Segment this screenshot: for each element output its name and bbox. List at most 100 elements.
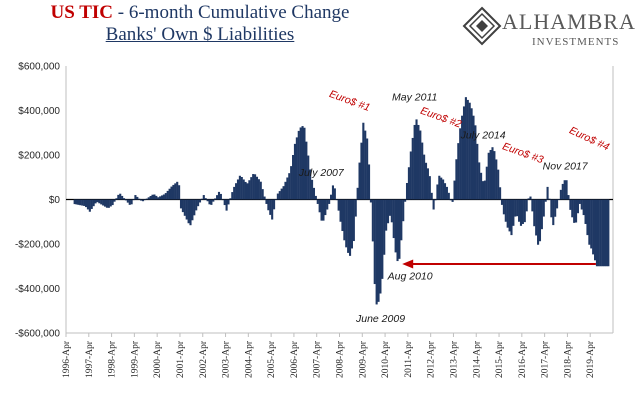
bar <box>103 199 107 207</box>
bar <box>273 199 276 210</box>
bar <box>421 142 424 200</box>
bar <box>187 199 190 224</box>
bar <box>546 186 549 200</box>
bar <box>350 199 353 249</box>
bar <box>189 199 192 226</box>
bar <box>227 199 230 205</box>
bar <box>216 195 219 200</box>
bar <box>343 199 346 241</box>
y-tick-label: -$200,000 <box>15 240 60 251</box>
x-tick-label: 2014-Apr <box>472 340 482 378</box>
logo-sub: INVESTMENTS <box>532 36 620 48</box>
x-tick-label: 1999-Apr <box>130 340 140 378</box>
bar <box>364 130 367 200</box>
x-tick-label: 2003-Apr <box>222 340 232 378</box>
bar <box>320 199 323 221</box>
bar <box>109 199 112 207</box>
bar <box>193 199 196 216</box>
bar <box>571 199 574 218</box>
bar <box>238 175 241 200</box>
bar <box>603 199 606 267</box>
bar <box>311 179 314 200</box>
y-tick-label: $200,000 <box>18 151 60 162</box>
bar <box>102 199 105 206</box>
x-tick-label: 2009-Apr <box>358 340 368 378</box>
bar <box>373 199 376 285</box>
bar <box>191 199 194 221</box>
bar <box>580 199 583 210</box>
bar <box>447 192 450 200</box>
bar <box>569 199 572 210</box>
bar <box>293 143 297 200</box>
bar <box>461 115 464 200</box>
bar <box>312 187 316 200</box>
bar <box>443 183 447 200</box>
bar <box>339 199 342 222</box>
bar <box>415 119 418 200</box>
y-tick-label: $400,000 <box>18 106 60 117</box>
bar <box>244 181 247 200</box>
bar <box>480 172 483 200</box>
bar <box>257 179 260 200</box>
bar <box>124 199 127 201</box>
bar <box>221 199 224 201</box>
bar <box>90 199 93 209</box>
chart-title: US TIC - 6-month Cumulative Change Banks… <box>0 2 400 46</box>
x-tick-label: 2007-Apr <box>313 340 323 378</box>
bar <box>153 194 156 200</box>
bar <box>115 198 118 200</box>
bar <box>210 199 213 205</box>
bar <box>499 187 502 200</box>
bar <box>457 143 460 200</box>
bar <box>386 199 390 224</box>
bar <box>145 198 148 200</box>
bar <box>504 199 507 222</box>
bar <box>396 199 399 262</box>
bar <box>518 199 521 222</box>
bar <box>117 194 120 200</box>
bar <box>143 199 146 201</box>
x-axis: 1996-Apr 1997-Apr 1998-Apr 1999-Apr 2000-Apr… <box>62 333 596 378</box>
bar <box>348 199 352 256</box>
bar <box>290 166 293 200</box>
bar <box>88 199 91 212</box>
bar <box>561 183 564 200</box>
bar <box>122 198 126 200</box>
bar <box>94 199 97 204</box>
bar <box>345 199 348 248</box>
bar <box>519 199 523 226</box>
y-tick-label: $600,000 <box>18 62 60 73</box>
bar <box>212 199 215 202</box>
bar <box>86 199 89 210</box>
bar <box>453 180 456 200</box>
bar <box>134 195 137 200</box>
bar <box>567 195 570 200</box>
bar <box>151 194 154 200</box>
x-tick-label: 2012-Apr <box>427 340 437 378</box>
bar <box>404 199 407 202</box>
annotation-label: Euro$ #4 <box>567 124 611 153</box>
bar <box>377 199 380 302</box>
bar <box>73 199 76 205</box>
bar <box>430 192 433 200</box>
bar <box>292 155 295 200</box>
bar <box>119 193 122 200</box>
x-tick-label: 2001-Apr <box>176 340 186 378</box>
x-tick-label: 2000-Apr <box>153 340 163 378</box>
bar <box>358 162 361 200</box>
bar <box>481 181 485 200</box>
arrow-head <box>402 259 414 269</box>
bar <box>98 199 101 204</box>
bar <box>282 186 285 200</box>
bar <box>451 199 454 202</box>
bar <box>269 199 272 215</box>
x-tick-label: 2011-Apr <box>404 340 414 377</box>
bar <box>288 173 291 200</box>
bar <box>544 199 547 202</box>
bar <box>385 199 388 231</box>
bar <box>550 199 553 218</box>
bar <box>366 138 369 200</box>
chart-subtitle: Banks' Own $ Liabilities <box>105 24 295 45</box>
bar <box>236 179 240 200</box>
x-tick-label: 2016-Apr <box>518 340 528 378</box>
